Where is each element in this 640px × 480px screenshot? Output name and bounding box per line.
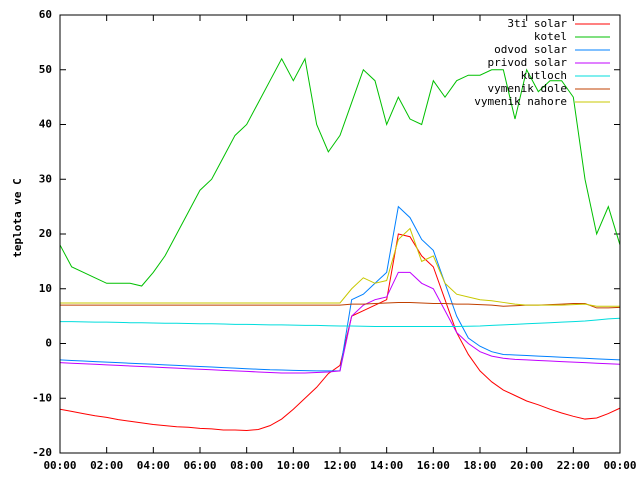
y-tick-label: 30: [39, 172, 52, 185]
y-tick-label: 60: [39, 8, 52, 21]
legend-label: kutloch: [521, 69, 567, 82]
legend-label: vymenik nahore: [474, 95, 567, 108]
y-tick-label: -10: [32, 391, 52, 404]
x-tick-label: 06:00: [183, 459, 216, 472]
x-tick-label: 10:00: [277, 459, 310, 472]
x-tick-label: 16:00: [417, 459, 450, 472]
series-line: [59, 233, 621, 432]
y-tick-label: 10: [39, 282, 52, 295]
x-tick-label: 18:00: [463, 459, 496, 472]
legend-label: vymenik dole: [488, 82, 567, 95]
y-axis-label: teplota ve C: [11, 178, 24, 257]
x-tick-label: 14:00: [370, 459, 403, 472]
series-line: [60, 227, 620, 307]
y-tick-label: -20: [32, 446, 52, 459]
series-line: [59, 271, 621, 374]
y-tick-label: 20: [39, 227, 52, 240]
y-tick-label: 40: [39, 118, 52, 131]
x-tick-label: 08:00: [230, 459, 263, 472]
x-tick-label: 00:00: [43, 459, 76, 472]
legend-label: privod solar: [488, 56, 568, 69]
series-line: [59, 57, 621, 287]
legend-label: kotel: [534, 30, 567, 43]
legend-label: 3ti solar: [507, 17, 567, 30]
x-tick-label: 00:00: [603, 459, 636, 472]
x-tick-label: 22:00: [557, 459, 590, 472]
x-tick-label: 20:00: [510, 459, 543, 472]
x-tick-label: 04:00: [137, 459, 170, 472]
x-tick-label: 02:00: [90, 459, 123, 472]
y-tick-label: 50: [39, 63, 52, 76]
legend-label: odvod solar: [494, 43, 567, 56]
y-tick-label: 0: [45, 337, 52, 350]
series-line: [60, 317, 621, 328]
plot-frame: [59, 14, 621, 454]
x-tick-label: 12:00: [323, 459, 356, 472]
